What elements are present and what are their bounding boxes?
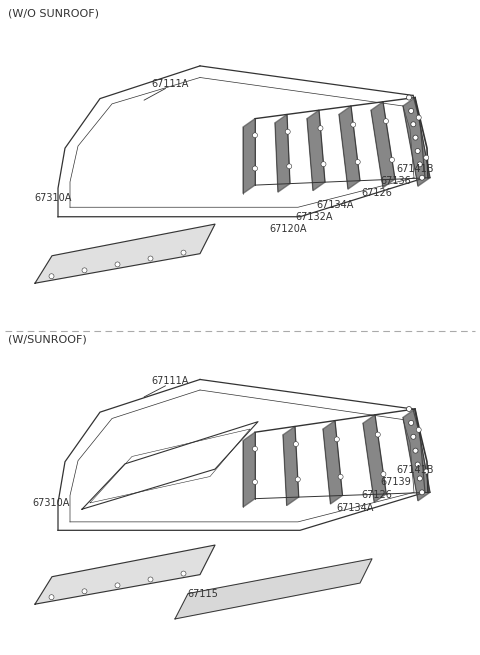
Text: 67139: 67139	[380, 477, 411, 487]
Polygon shape	[339, 106, 360, 189]
Circle shape	[115, 583, 120, 588]
Text: (W/SUNROOF): (W/SUNROOF)	[8, 335, 87, 345]
Circle shape	[411, 122, 416, 127]
Circle shape	[148, 577, 153, 582]
Text: 67141B: 67141B	[396, 164, 433, 174]
Circle shape	[335, 437, 339, 442]
Text: 67310A: 67310A	[33, 498, 70, 508]
Circle shape	[375, 432, 380, 437]
Circle shape	[252, 479, 257, 485]
Circle shape	[381, 472, 386, 477]
Circle shape	[82, 268, 87, 273]
Text: 67111A: 67111A	[151, 376, 189, 386]
Circle shape	[411, 434, 416, 440]
Circle shape	[415, 149, 420, 153]
Circle shape	[408, 109, 414, 113]
Text: 67134A: 67134A	[317, 200, 354, 210]
Circle shape	[416, 427, 421, 432]
Circle shape	[420, 176, 424, 180]
Circle shape	[424, 469, 429, 474]
Text: 67310A: 67310A	[35, 193, 72, 203]
Text: 67126: 67126	[361, 187, 392, 198]
Circle shape	[355, 160, 360, 164]
Circle shape	[293, 441, 299, 447]
Polygon shape	[243, 119, 255, 193]
Circle shape	[49, 595, 54, 600]
Circle shape	[252, 166, 257, 171]
Circle shape	[285, 129, 290, 134]
Circle shape	[181, 571, 186, 576]
Polygon shape	[371, 102, 395, 187]
Circle shape	[424, 155, 429, 160]
Circle shape	[252, 446, 257, 451]
Circle shape	[384, 119, 388, 124]
Text: 67141B: 67141B	[396, 464, 433, 475]
Polygon shape	[35, 224, 215, 283]
Circle shape	[413, 135, 418, 140]
Circle shape	[252, 133, 257, 138]
Circle shape	[351, 122, 356, 127]
Polygon shape	[363, 415, 386, 502]
Polygon shape	[243, 432, 255, 507]
Circle shape	[321, 162, 326, 166]
Text: 67111A: 67111A	[151, 79, 189, 89]
Polygon shape	[403, 409, 430, 501]
Circle shape	[181, 250, 186, 255]
Polygon shape	[175, 559, 372, 619]
Circle shape	[415, 462, 420, 467]
Circle shape	[413, 448, 418, 453]
Text: 67115: 67115	[187, 589, 218, 599]
Polygon shape	[403, 98, 430, 186]
Text: 67134A: 67134A	[336, 502, 373, 513]
Text: (W/O SUNROOF): (W/O SUNROOF)	[8, 9, 99, 18]
Circle shape	[295, 477, 300, 482]
Circle shape	[287, 164, 292, 169]
Circle shape	[49, 274, 54, 279]
Text: 67136: 67136	[380, 176, 411, 186]
Circle shape	[115, 262, 120, 267]
Polygon shape	[275, 115, 290, 192]
Circle shape	[417, 162, 422, 167]
Circle shape	[408, 421, 414, 425]
Text: 67132A: 67132A	[295, 212, 333, 222]
Circle shape	[416, 115, 421, 120]
Circle shape	[82, 589, 87, 594]
Circle shape	[338, 474, 343, 479]
Circle shape	[389, 157, 395, 162]
Text: 67126: 67126	[361, 489, 392, 500]
Polygon shape	[35, 545, 215, 604]
Circle shape	[417, 476, 422, 481]
Polygon shape	[323, 421, 343, 504]
Text: 67120A: 67120A	[270, 223, 307, 234]
Circle shape	[148, 256, 153, 261]
Circle shape	[407, 95, 411, 100]
Circle shape	[420, 490, 424, 495]
Circle shape	[318, 126, 323, 131]
Polygon shape	[307, 110, 325, 191]
Circle shape	[407, 407, 411, 411]
Polygon shape	[283, 426, 299, 506]
